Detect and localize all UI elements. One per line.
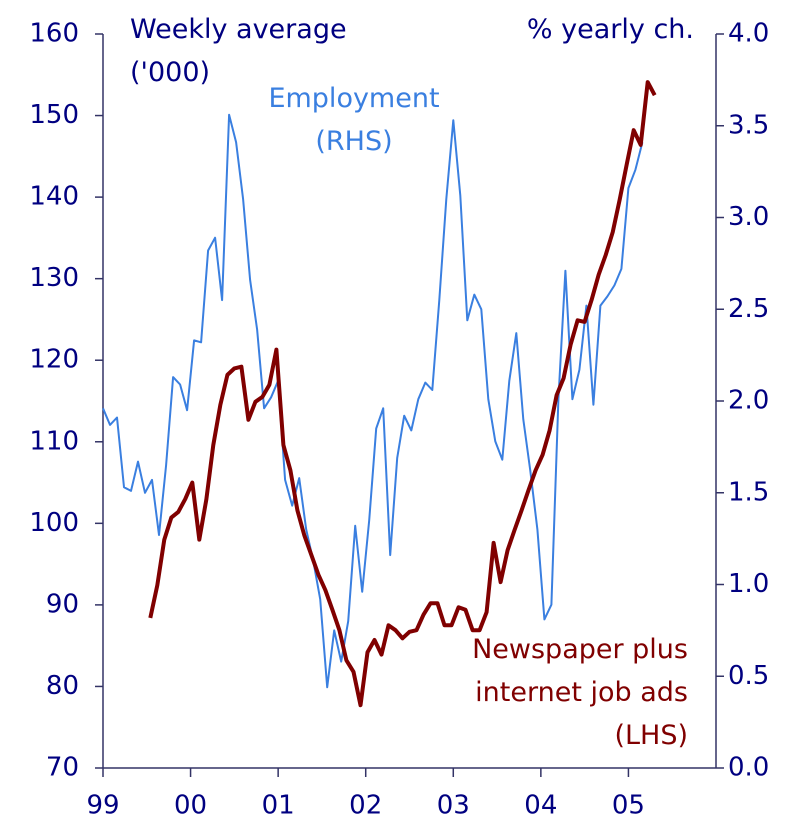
y2-tick-label: 0.0: [728, 753, 769, 783]
x-tick-label: 99: [86, 791, 119, 821]
y2-axis-label: % yearly ch.: [526, 14, 694, 45]
x-tick-label: 00: [174, 791, 207, 821]
y-tick-label: 70: [46, 753, 79, 783]
y-tick-label: 110: [29, 426, 79, 456]
y-tick-label: 120: [29, 345, 79, 375]
y2-tick-label: 3.5: [728, 110, 769, 140]
y-tick-label: 130: [29, 263, 79, 293]
y-tick-label: 150: [29, 100, 79, 130]
series-line: [148, 80, 657, 708]
y2-tick-label: 2.0: [728, 386, 769, 416]
y2-tick-label: 3.0: [728, 202, 769, 232]
y2-tick-label: 2.5: [728, 294, 769, 324]
y-tick-label: 160: [29, 19, 79, 49]
y2-tick-label: 1.0: [728, 569, 769, 599]
x-tick-label: 03: [437, 791, 470, 821]
y-axis-label: Weekly average ('000): [130, 14, 347, 88]
y2-tick-label: 0.5: [728, 661, 769, 691]
y-tick-label: 90: [46, 589, 79, 619]
x-tick-label: 01: [262, 791, 295, 821]
series-label: Employment (RHS): [268, 83, 440, 157]
y-tick-label: 80: [46, 671, 79, 701]
x-tick-label: 05: [612, 791, 645, 821]
y-tick-label: 140: [29, 182, 79, 212]
y-tick-label: 100: [29, 508, 79, 538]
y2-tick-label: 1.5: [728, 477, 769, 507]
x-tick-label: 02: [349, 791, 382, 821]
x-tick-label: 04: [524, 791, 557, 821]
y2-tick-label: 4.0: [728, 19, 769, 49]
series-line: [102, 113, 644, 689]
series-label: Newspaper plus internet job ads (LHS): [472, 634, 688, 751]
